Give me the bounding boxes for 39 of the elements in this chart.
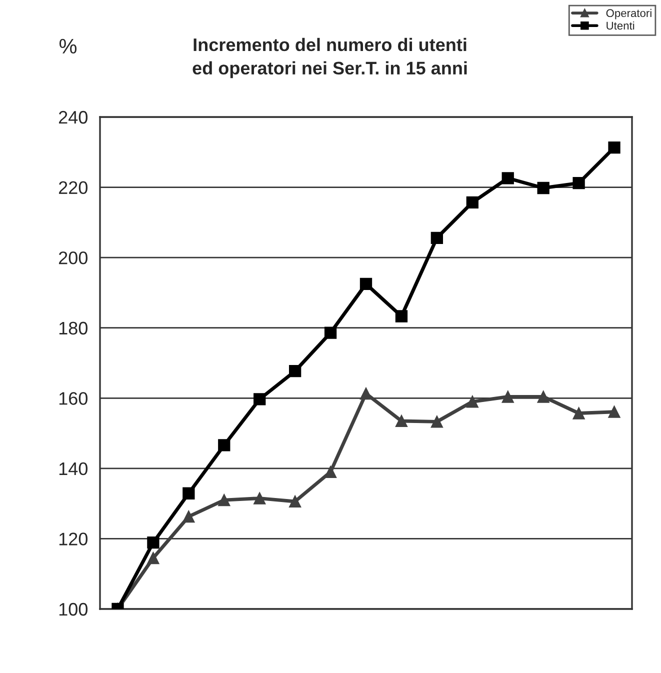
point [395,414,408,428]
point [360,278,372,290]
point [324,326,337,339]
y-tick-label: 180 [59,322,88,335]
chart-title: Incremento del numero di utenti ed operatori nei Ser.T. in 15 anni [192,38,467,78]
point [608,142,620,154]
point [288,365,302,378]
point [147,552,160,564]
point [218,439,230,452]
y-tick-label: 100 [59,602,88,616]
y-tick-label: 200 [58,252,88,264]
point [430,416,444,428]
y-axis-title: % [59,38,77,54]
y-tick-label: 240 [58,110,88,124]
point [537,182,550,194]
point [182,510,195,523]
point [430,232,444,244]
legend-label: Operatori [606,8,652,20]
y-tick-label: 220 [58,181,88,194]
y-tick-label: 140 [59,462,88,476]
point [254,393,266,406]
point [502,390,514,403]
point [537,390,550,403]
point [572,176,585,190]
point [502,172,514,184]
point [147,536,160,549]
point [182,487,195,500]
y-tick-label: 120 [59,532,88,546]
point [466,396,478,408]
legend-label: Utenti [606,21,634,30]
point [572,407,585,420]
point [218,494,230,506]
point [254,492,266,504]
point [288,495,302,508]
point [466,196,478,208]
point [608,406,620,418]
point [360,388,372,400]
point [395,310,408,322]
y-tick-label: 160 [59,392,88,405]
